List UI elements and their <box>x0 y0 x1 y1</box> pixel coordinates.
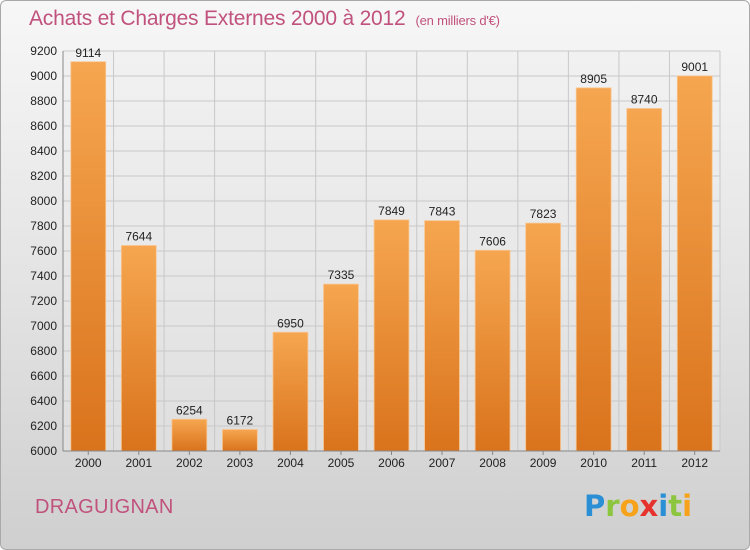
bar-2011 <box>626 108 663 452</box>
logo-letter: x <box>639 489 659 523</box>
x-tick-label: 2001 <box>125 456 152 470</box>
bar-value-label: 9114 <box>75 46 101 60</box>
x-tick-label: 2003 <box>227 456 254 470</box>
y-tick-label: 8000 <box>30 194 57 208</box>
y-tick-label: 7400 <box>30 269 57 283</box>
bar-value-label: 7849 <box>378 204 405 218</box>
y-tick-label: 7600 <box>30 244 57 258</box>
logo-letter: P <box>584 489 606 523</box>
y-tick-label: 9200 <box>30 44 57 58</box>
bar-value-label: 6172 <box>227 414 254 428</box>
bar-2009 <box>525 222 561 452</box>
bar-2005 <box>323 283 359 452</box>
x-tick-label: 2011 <box>631 456 657 470</box>
title-unit: (en milliers d'€) <box>415 13 500 28</box>
x-tick-label: 2007 <box>429 456 456 470</box>
logo-letter: r <box>605 489 620 523</box>
bars <box>70 61 713 452</box>
y-tick-label: 7200 <box>30 294 57 308</box>
y-tick-label: 6800 <box>30 344 57 358</box>
y-tick-label: 8600 <box>30 119 57 133</box>
y-tick-label: 6400 <box>30 394 57 408</box>
bar-value-label: 7644 <box>125 230 152 244</box>
x-tick-label: 2005 <box>328 456 355 470</box>
labels: 9114 2000 7644 2001 6254 2002 6172 2003 6950 2004… <box>75 46 708 470</box>
y-tick-label: 8400 <box>30 144 57 158</box>
bar-2001 <box>120 245 157 452</box>
x-tick-label: 2009 <box>530 456 557 470</box>
bar-value-label: 9001 <box>681 60 708 74</box>
x-tick-label: 2000 <box>75 456 102 470</box>
y-tick-label: 8200 <box>30 169 57 183</box>
chart-title: Achats et Charges Externes 2000 à 2012 (e… <box>29 7 500 31</box>
proxiti-logo: Proxiti <box>584 489 692 523</box>
bar-2004 <box>272 331 309 452</box>
bar-2003 <box>222 429 258 452</box>
y-tick-label: 7000 <box>30 319 57 333</box>
bar-value-label: 8905 <box>580 72 607 86</box>
y-tick-label: 9000 <box>30 69 57 83</box>
bar-2010 <box>575 87 612 452</box>
logo-letter: i <box>682 489 693 523</box>
bar-2008 <box>474 249 511 452</box>
x-tick-label: 2010 <box>580 456 607 470</box>
logo-letter: t <box>668 489 683 523</box>
bar-2012 <box>676 75 713 452</box>
bar-value-label: 7606 <box>479 234 506 248</box>
bar-2007 <box>424 220 460 452</box>
bar-value-label: 7843 <box>429 205 456 219</box>
bar-value-label: 6254 <box>176 403 203 417</box>
y-tick-label: 6200 <box>30 419 57 433</box>
bar-value-label: 8740 <box>631 93 658 107</box>
bar-2000 <box>70 61 107 452</box>
bar-2002 <box>171 418 208 452</box>
logo-letter: o <box>619 489 640 523</box>
y-tick-label: 6000 <box>30 444 57 458</box>
y-tick-label: 7800 <box>30 219 57 233</box>
axes: 6000 6200 6400 6600 6800 7000 7200 7400 7600 7800… <box>30 44 720 458</box>
bar-2006 <box>373 219 410 452</box>
x-tick-label: 2012 <box>681 456 708 470</box>
location-name: DRAGUIGNAN <box>35 496 174 518</box>
x-tick-label: 2008 <box>479 456 506 470</box>
x-tick-label: 2002 <box>176 456 203 470</box>
y-tick-label: 8800 <box>30 94 57 108</box>
bar-value-label: 7335 <box>328 268 355 282</box>
bar-value-label: 7823 <box>530 207 557 221</box>
logo-letter: i <box>658 489 669 523</box>
x-tick-label: 2004 <box>277 456 304 470</box>
title-text: Achats et Charges Externes 2000 à 2012 <box>29 7 406 30</box>
y-tick-label: 6600 <box>30 369 57 383</box>
x-tick-label: 2006 <box>378 456 405 470</box>
bar-value-label: 6950 <box>277 316 304 330</box>
